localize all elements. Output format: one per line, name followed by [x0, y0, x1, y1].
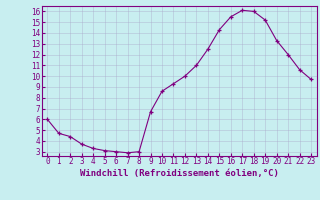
X-axis label: Windchill (Refroidissement éolien,°C): Windchill (Refroidissement éolien,°C)	[80, 169, 279, 178]
